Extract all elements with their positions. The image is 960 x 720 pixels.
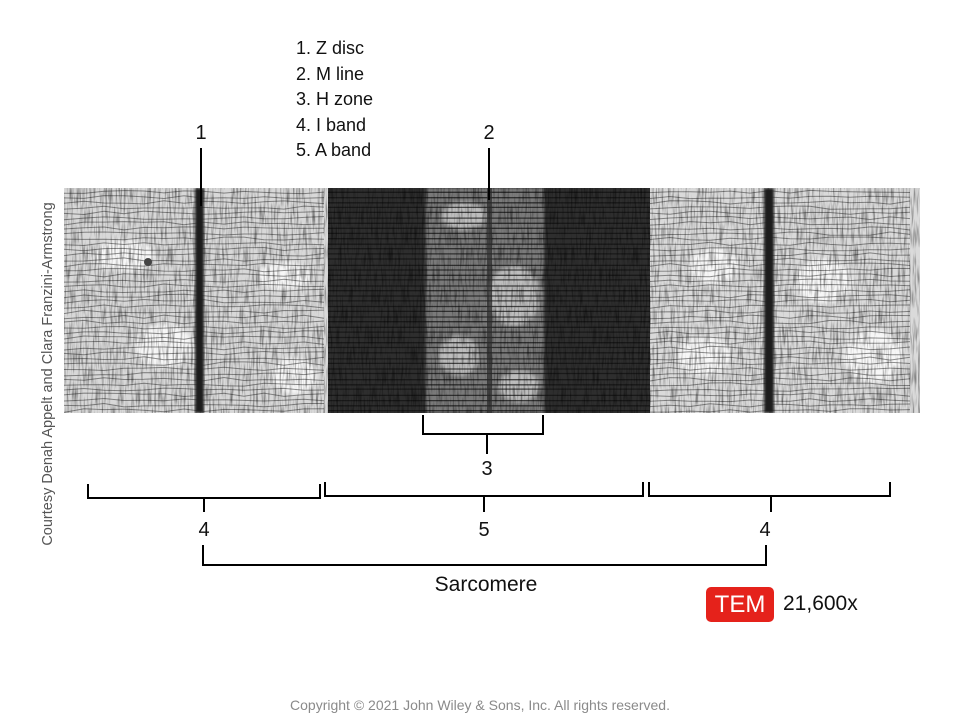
label-i-band-left: 4 <box>198 519 210 541</box>
label-i-band-right: 4 <box>759 519 771 541</box>
i-band-left-bracket <box>87 484 321 512</box>
sarcomere-bracket <box>202 545 767 566</box>
legend-item-i-band: 4. I band <box>296 114 367 135</box>
label-sarcomere: Sarcomere <box>434 573 538 596</box>
tem-micrograph <box>64 188 920 413</box>
legend-list: 1. Z disc 2. M line 3. H zone 4. I band … <box>296 36 373 164</box>
legend-item-a-band: 5. A band <box>296 140 372 160</box>
i-band-right-bracket <box>648 482 891 512</box>
label-z-disc: 1 <box>195 122 207 144</box>
tem-badge: TEM <box>706 587 774 622</box>
label-h-zone: 3 <box>481 458 493 480</box>
h-zone-bracket <box>422 415 544 454</box>
label-m-line: 2 <box>483 122 495 144</box>
magnification-label: 21,600x <box>783 592 858 615</box>
image-credit-text: Courtesy Denah Appelt and Clara Franzini… <box>40 202 56 546</box>
copyright-notice: Copyright © 2021 John Wiley & Sons, Inc.… <box>290 697 670 713</box>
legend-item-z-disc: 1. Z disc <box>296 38 365 58</box>
legend-item-m-line: 2. M line <box>296 63 365 84</box>
a-band-bracket <box>324 482 644 512</box>
label-a-band: 5 <box>478 519 490 541</box>
z-disc-right <box>764 188 774 413</box>
legend-item-h-zone: 3. H zone <box>296 89 374 109</box>
m-line <box>487 188 492 413</box>
z-disc-left <box>195 188 204 413</box>
